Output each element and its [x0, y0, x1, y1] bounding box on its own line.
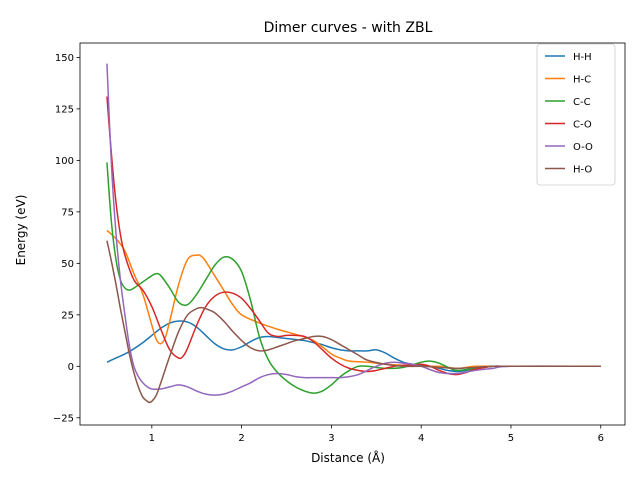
series-line-c-c	[106, 162, 601, 394]
y-tick-label: 0	[68, 362, 74, 373]
axes-frame	[79, 42, 626, 426]
x-tick-label: 3	[328, 433, 334, 444]
y-tick-label: 75	[61, 207, 74, 218]
y-tick-label: 125	[55, 104, 74, 115]
x-tick-label: 4	[418, 433, 424, 444]
plot-area: 1 2 3 4 5 6 −25 0 25 50 75 100 125 150	[53, 42, 626, 444]
legend-label-h-c: H-C	[573, 75, 591, 86]
y-tick-label: 50	[61, 259, 74, 270]
legend: H-H H-C C-C C-O O-O H-O	[536, 43, 616, 186]
series-line-h-c	[106, 229, 601, 370]
x-tick-label: 1	[149, 433, 155, 444]
y-tick-label: 25	[61, 310, 74, 321]
series-line-h-o	[106, 240, 601, 404]
y-tick-label: 150	[55, 53, 74, 64]
y-tick-label: −25	[53, 413, 74, 424]
y-axis-label: Energy (eV)	[14, 195, 28, 266]
chart-title: Dimer curves - with ZBL	[264, 20, 433, 36]
legend-label-o-o: O-O	[573, 142, 593, 153]
series-line-h-h	[106, 320, 601, 373]
legend-label-h-h: H-H	[573, 52, 592, 63]
legend-label-c-c: C-C	[573, 97, 591, 108]
x-tick-label: 2	[238, 433, 244, 444]
series-line-o-o	[106, 63, 601, 396]
legend-label-c-o: C-O	[573, 120, 592, 131]
x-tick-label: 5	[508, 433, 514, 444]
legend-label-h-o: H-O	[573, 165, 592, 176]
x-axis-label: Distance (Å)	[311, 450, 385, 465]
y-tick-label: 100	[55, 156, 74, 167]
x-tick-label: 6	[598, 433, 604, 444]
